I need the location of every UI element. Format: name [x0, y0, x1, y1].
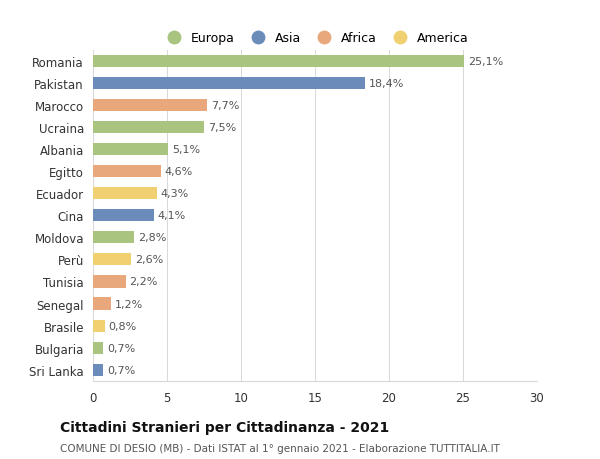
Text: 1,2%: 1,2% [115, 299, 143, 309]
Legend: Europa, Asia, Africa, America: Europa, Asia, Africa, America [156, 27, 474, 50]
Bar [93, 254, 131, 266]
Text: 0,8%: 0,8% [109, 321, 137, 331]
Bar [93, 232, 134, 244]
Text: 2,6%: 2,6% [135, 255, 163, 265]
Bar [93, 342, 103, 354]
Text: 2,2%: 2,2% [129, 277, 158, 287]
Bar [93, 188, 157, 200]
Text: 7,5%: 7,5% [208, 123, 236, 133]
Text: 25,1%: 25,1% [468, 56, 503, 67]
Bar [93, 166, 161, 178]
Text: 18,4%: 18,4% [369, 78, 404, 89]
Bar [93, 144, 169, 156]
Text: 0,7%: 0,7% [107, 365, 136, 375]
Bar [93, 78, 365, 90]
Text: 7,7%: 7,7% [211, 101, 239, 111]
Text: 4,6%: 4,6% [165, 167, 193, 177]
Text: 0,7%: 0,7% [107, 343, 136, 353]
Bar [93, 364, 103, 376]
Text: 5,1%: 5,1% [172, 145, 200, 155]
Text: Cittadini Stranieri per Cittadinanza - 2021: Cittadini Stranieri per Cittadinanza - 2… [60, 420, 389, 434]
Bar [93, 276, 125, 288]
Bar [93, 298, 111, 310]
Text: COMUNE DI DESIO (MB) - Dati ISTAT al 1° gennaio 2021 - Elaborazione TUTTITALIA.I: COMUNE DI DESIO (MB) - Dati ISTAT al 1° … [60, 443, 500, 453]
Text: 4,1%: 4,1% [157, 211, 185, 221]
Text: 4,3%: 4,3% [160, 189, 188, 199]
Text: 2,8%: 2,8% [138, 233, 167, 243]
Bar [93, 320, 105, 332]
Bar [93, 210, 154, 222]
Bar [93, 122, 204, 134]
Bar [93, 56, 464, 67]
Bar [93, 100, 207, 112]
